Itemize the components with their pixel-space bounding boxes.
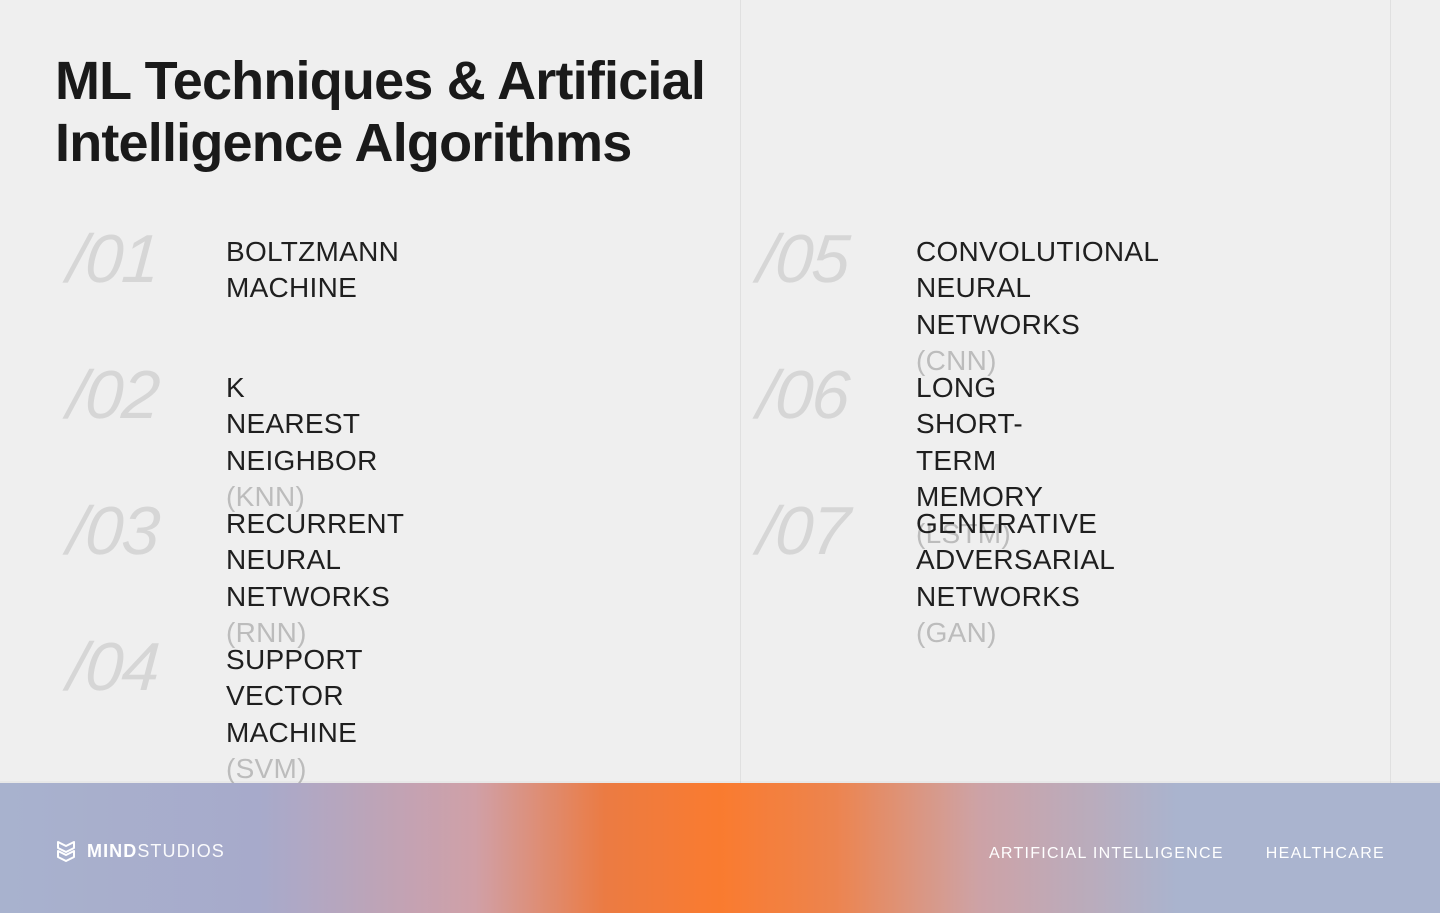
vertical-grid-line (1390, 0, 1391, 913)
item-number: /05 (755, 220, 851, 298)
item-abbr: (GAN) (916, 617, 997, 648)
brand-text: MINDSTUDIOS (87, 841, 225, 862)
page-title: ML Techniques & Artificial Intelligence … (55, 50, 775, 174)
footer-bar: MINDSTUDIOS ARTIFICIAL INTELLIGENCE HEAL… (0, 783, 1440, 913)
item-number: /03 (65, 492, 161, 570)
item-label: BOLTZMANN MACHINE (226, 234, 399, 307)
item-label: K NEAREST NEIGHBOR (KNN) (226, 370, 378, 516)
brand-mark-icon (55, 839, 77, 863)
item-number: /01 (65, 220, 161, 298)
brand-name-thin: STUDIOS (137, 841, 225, 861)
item-abbr: (SVM) (226, 753, 307, 784)
brand-name-bold: MIND (87, 841, 137, 861)
footer-tags: ARTIFICIAL INTELLIGENCE HEALTHCARE (989, 845, 1385, 863)
footer-tag: ARTIFICIAL INTELLIGENCE (989, 845, 1224, 863)
item-label: GENERATIVE ADVERSARIAL NETWORKS (GAN) (916, 506, 1114, 652)
item-label: CONVOLUTIONAL NEURAL NETWORKS (CNN) (916, 234, 1158, 380)
item-number: /07 (755, 492, 851, 570)
brand-logo: MINDSTUDIOS (55, 839, 225, 863)
item-number: /02 (65, 356, 161, 434)
item-label: SUPPORT VECTOR MACHINE (SVM) (226, 642, 362, 788)
item-label: RECURRENT NEURAL NETWORKS (RNN) (226, 506, 404, 652)
item-number: /06 (755, 356, 851, 434)
footer-tag: HEALTHCARE (1266, 845, 1385, 863)
item-number: /04 (65, 628, 161, 706)
